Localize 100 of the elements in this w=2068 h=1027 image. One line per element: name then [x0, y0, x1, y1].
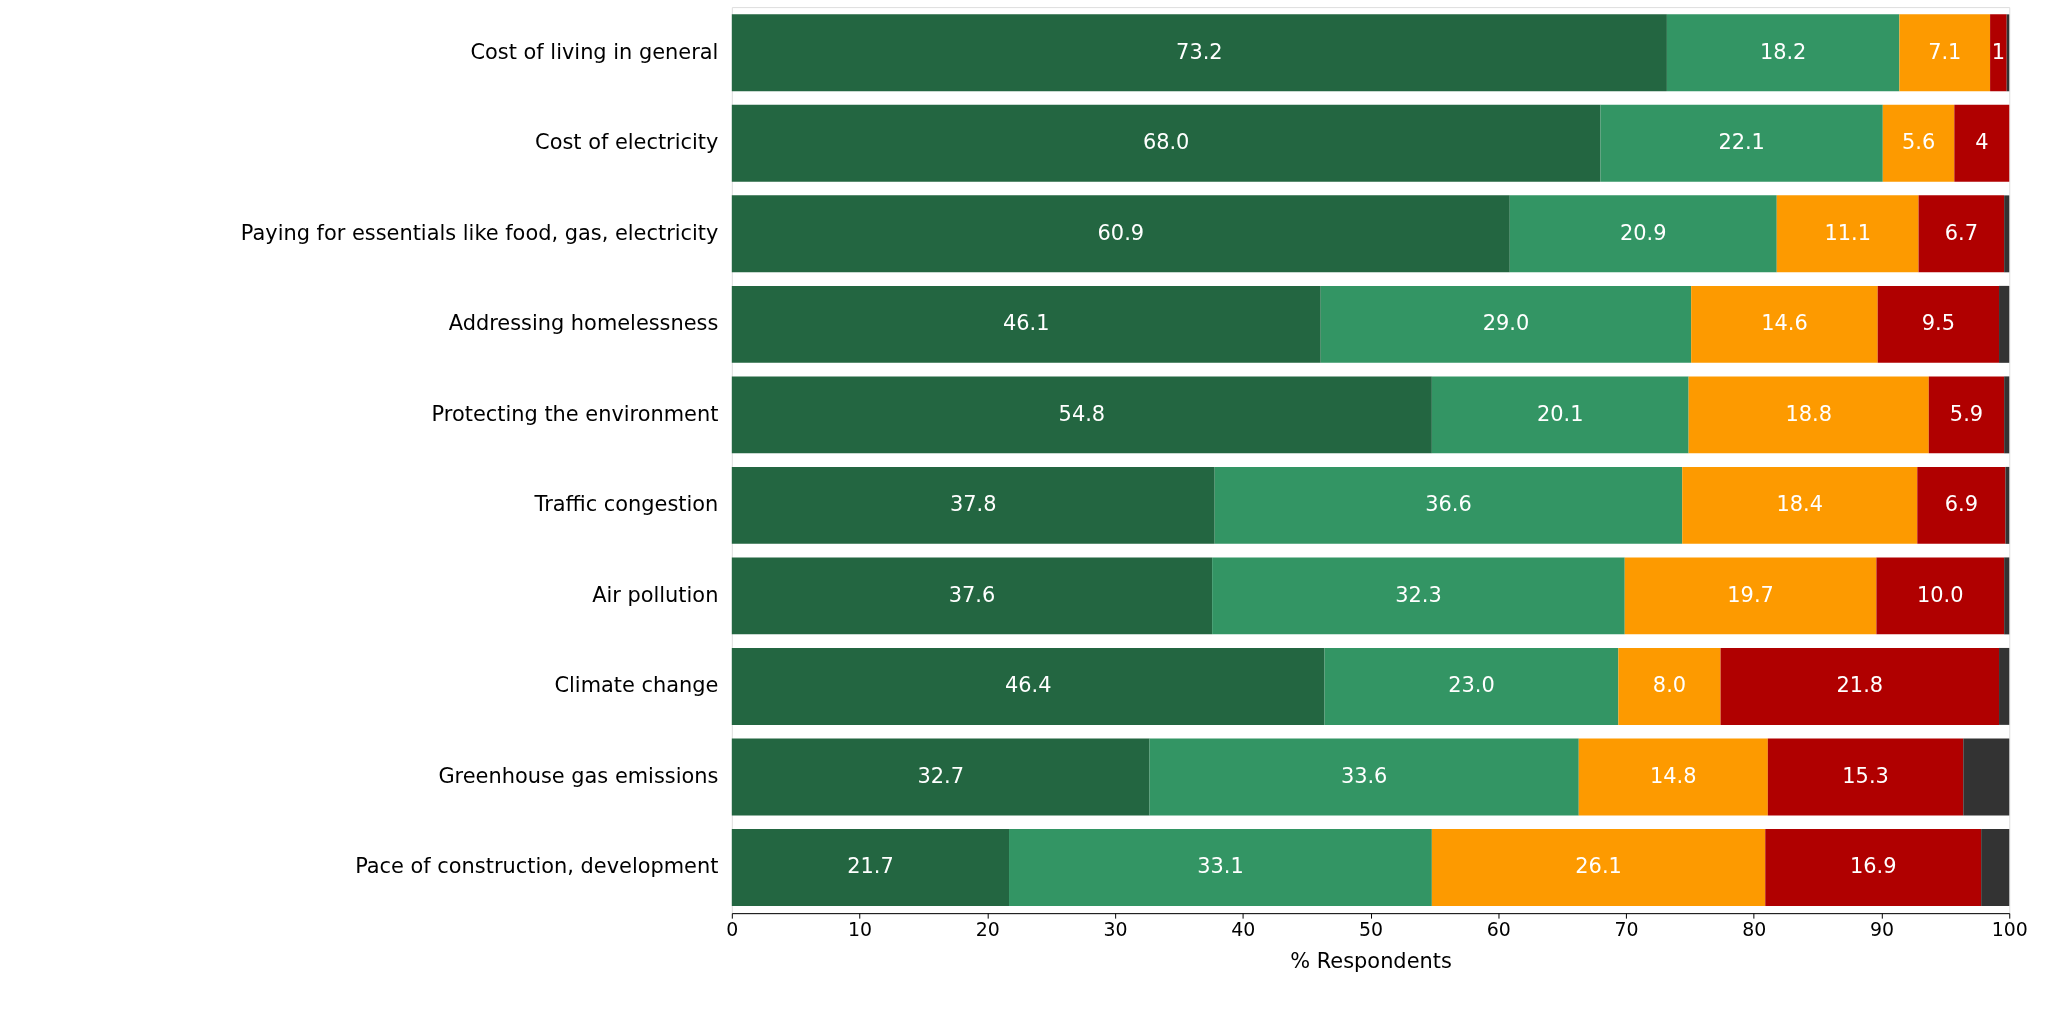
bar	[731, 738, 1150, 816]
bar	[1918, 195, 2005, 273]
data-label: 33.6	[1340, 763, 1388, 788]
data-label: 18.8	[1785, 401, 1832, 426]
x-tick-label: 100	[1991, 917, 2028, 940]
x-tick-label: 80	[1742, 917, 1767, 940]
data-label: 20.1	[1536, 401, 1584, 426]
bar	[1214, 466, 1683, 544]
data-label: 14.8	[1650, 763, 1697, 788]
data-label: 4	[1975, 130, 1989, 155]
x-tick-label: 20	[975, 917, 1000, 940]
data-label: 32.7	[917, 763, 964, 788]
bar	[1882, 104, 1955, 182]
data-label: 68.0	[1142, 130, 1190, 155]
x-axis-title: % Respondents	[1290, 949, 1452, 974]
x-tick-label: 30	[1103, 917, 1128, 940]
y-tick-label: Traffic congestion	[533, 492, 719, 517]
x-tick-label: 40	[1231, 917, 1256, 940]
bar	[1877, 285, 2000, 363]
y-tick-label: Air pollution	[592, 582, 719, 607]
data-label: 5.6	[1901, 130, 1936, 155]
data-label: 9.5	[1921, 311, 1955, 336]
y-tick-label: Cost of electricity	[535, 130, 719, 155]
x-tick-label: 70	[1614, 917, 1639, 940]
bar	[2004, 195, 2010, 273]
bar	[1624, 557, 1877, 635]
data-label: 37.6	[948, 582, 996, 607]
data-label: 6.9	[1944, 492, 1978, 517]
bar	[1324, 647, 1619, 725]
bar	[731, 14, 1667, 92]
data-label: 15.3	[1842, 763, 1889, 788]
bar	[1765, 828, 1982, 906]
x-tick-label: 50	[1359, 917, 1384, 940]
data-label: 33.1	[1197, 854, 1244, 879]
y-tick-label: Protecting the environment	[431, 401, 719, 426]
bar	[1876, 557, 2005, 635]
bar	[731, 557, 1213, 635]
y-tick-label: Pace of construction, development	[355, 854, 719, 879]
bar	[1600, 104, 1883, 182]
bar	[2004, 557, 2010, 635]
bar	[731, 466, 1215, 544]
data-label: 16.9	[1849, 854, 1897, 879]
bar	[1720, 647, 2000, 725]
data-label: 11.1	[1824, 220, 1871, 245]
bar	[1963, 738, 2010, 816]
data-label: 73.2	[1176, 39, 1223, 64]
data-label: 46.1	[1003, 311, 1050, 336]
bar	[731, 376, 1432, 454]
data-label: 7.1	[1928, 39, 1962, 64]
bar	[731, 828, 1010, 906]
bar	[1682, 466, 1918, 544]
x-tick-label: 10	[848, 917, 873, 940]
bar	[1688, 376, 1929, 454]
y-tick-label: Paying for essentials like food, gas, electricity	[240, 220, 719, 245]
data-label: 37.8	[949, 492, 997, 517]
bar	[1431, 376, 1689, 454]
data-label: 36.6	[1425, 492, 1472, 517]
data-label: 26.1	[1575, 854, 1622, 879]
x-tick-label: 60	[1486, 917, 1511, 940]
data-label: 22.1	[1718, 130, 1765, 155]
bar	[1999, 647, 2010, 725]
data-label: 18.4	[1776, 492, 1824, 517]
data-label: 23.0	[1448, 673, 1495, 698]
data-label: 32.3	[1395, 582, 1442, 607]
data-label: 5.9	[1949, 401, 1984, 426]
bar	[1899, 14, 1991, 92]
data-label: 29.0	[1482, 311, 1530, 336]
bar	[2005, 466, 2010, 544]
bar	[1431, 828, 1766, 906]
data-label: 19.7	[1727, 582, 1774, 607]
bar	[1928, 376, 2005, 454]
bar	[731, 285, 1321, 363]
bar	[1618, 647, 1721, 725]
bar	[1776, 195, 1919, 273]
y-tick-label: Cost of living in general	[470, 39, 719, 64]
data-label: 46.4	[1004, 673, 1052, 698]
data-label: 18.2	[1759, 39, 1807, 64]
bar	[731, 104, 1601, 182]
data-label: 60.9	[1097, 220, 1145, 245]
bar	[731, 647, 1325, 725]
bar	[1954, 104, 2010, 182]
y-tick-label: Greenhouse gas emissions	[438, 763, 719, 788]
bar	[1009, 828, 1432, 906]
data-label: 14.6	[1761, 311, 1808, 336]
data-label: 1	[1991, 39, 2006, 64]
bar	[2004, 376, 2010, 454]
bar	[1578, 738, 1768, 816]
bar	[1666, 14, 1900, 92]
data-label: 20.9	[1620, 220, 1667, 245]
data-label: 6.7	[1944, 220, 1978, 245]
x-tick-label: 90	[1869, 917, 1895, 940]
data-label: 21.8	[1836, 673, 1884, 698]
bar	[1767, 738, 1964, 816]
y-tick-label: Addressing homelessness	[448, 311, 719, 336]
bar	[1149, 738, 1579, 816]
bar	[1691, 285, 1878, 363]
bar	[1509, 195, 1777, 273]
bar	[1212, 557, 1625, 635]
x-tick-label: 0	[726, 917, 739, 940]
data-label: 8.0	[1652, 673, 1687, 698]
